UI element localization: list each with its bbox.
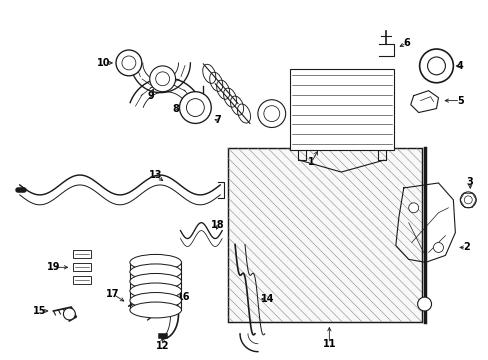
Circle shape xyxy=(179,92,211,123)
Circle shape xyxy=(63,308,75,320)
Circle shape xyxy=(122,56,136,70)
Ellipse shape xyxy=(130,264,181,280)
Text: 8: 8 xyxy=(172,104,179,113)
Circle shape xyxy=(459,192,475,208)
Bar xyxy=(228,148,421,322)
Text: 2: 2 xyxy=(462,243,468,252)
Circle shape xyxy=(419,49,452,83)
Text: 13: 13 xyxy=(149,170,162,180)
Circle shape xyxy=(427,57,445,75)
Bar xyxy=(73,276,91,284)
Text: 14: 14 xyxy=(261,294,274,304)
Circle shape xyxy=(186,99,204,117)
Text: 9: 9 xyxy=(147,91,154,101)
Bar xyxy=(73,251,91,258)
Circle shape xyxy=(463,196,471,204)
Circle shape xyxy=(408,203,418,213)
Text: 3: 3 xyxy=(466,177,473,187)
Circle shape xyxy=(155,72,169,86)
Circle shape xyxy=(417,297,431,311)
Ellipse shape xyxy=(130,283,181,299)
Ellipse shape xyxy=(130,302,181,318)
Circle shape xyxy=(264,106,279,122)
Ellipse shape xyxy=(130,293,181,309)
Text: 12: 12 xyxy=(156,341,169,351)
Text: 15: 15 xyxy=(33,306,46,316)
Text: 4: 4 xyxy=(456,61,463,71)
Text: 19: 19 xyxy=(47,262,60,272)
Text: 10: 10 xyxy=(97,58,111,68)
Ellipse shape xyxy=(130,255,181,270)
Circle shape xyxy=(433,243,443,252)
Bar xyxy=(289,69,393,150)
Bar xyxy=(73,264,91,271)
Text: 5: 5 xyxy=(456,96,463,105)
Text: 1: 1 xyxy=(307,157,314,167)
Text: 6: 6 xyxy=(403,38,409,48)
Circle shape xyxy=(257,100,285,127)
Ellipse shape xyxy=(130,274,181,289)
Text: 18: 18 xyxy=(211,220,224,230)
Text: 11: 11 xyxy=(322,339,335,349)
Text: 7: 7 xyxy=(214,116,221,126)
Circle shape xyxy=(149,66,175,92)
Circle shape xyxy=(116,50,142,76)
Text: 16: 16 xyxy=(176,292,190,302)
Text: 17: 17 xyxy=(106,289,120,299)
